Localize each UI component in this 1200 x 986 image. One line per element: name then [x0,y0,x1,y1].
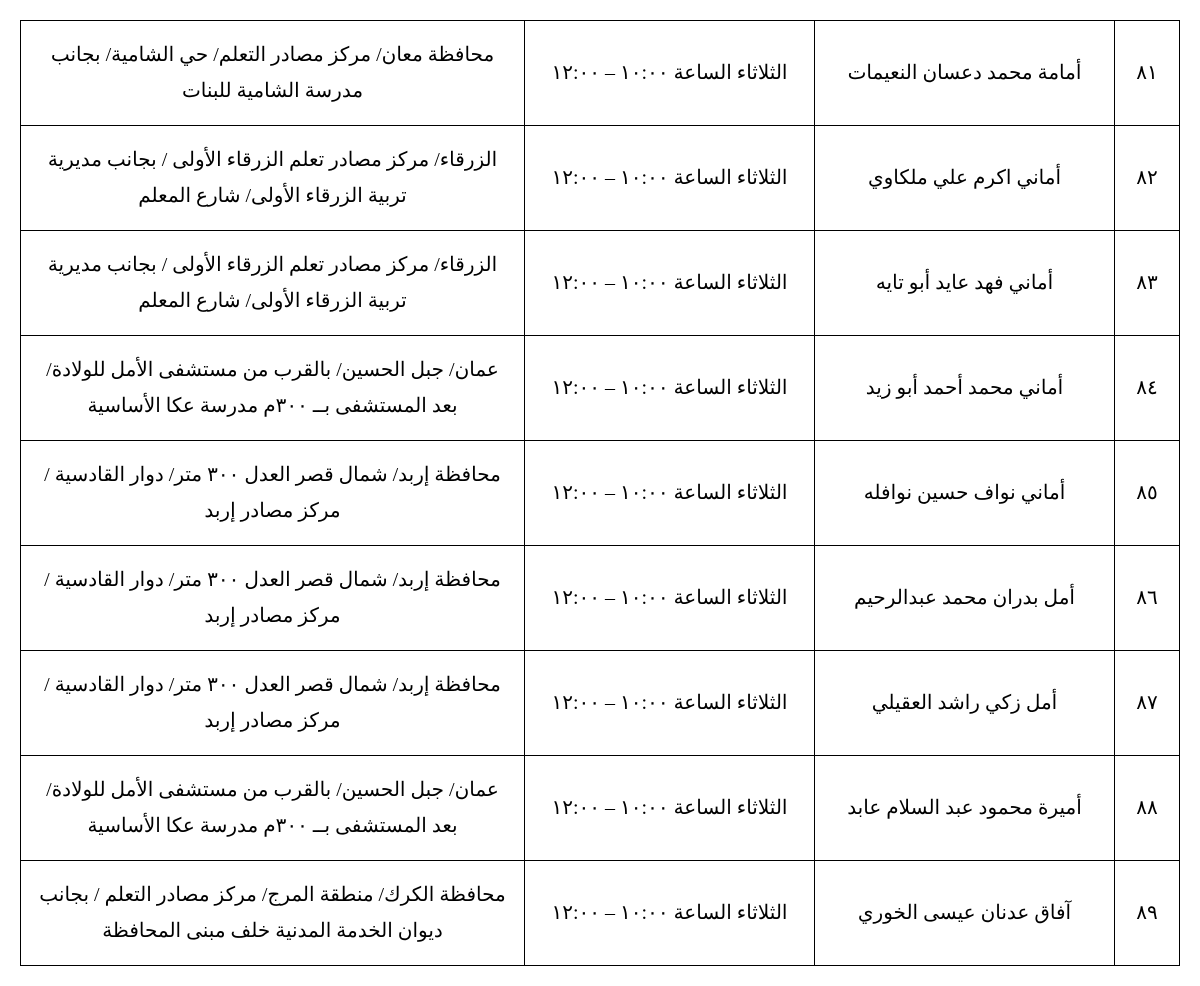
cell-time: الثلاثاء الساعة ١٠:٠٠ – ١٢:٠٠ [525,126,815,231]
cell-time: الثلاثاء الساعة ١٠:٠٠ – ١٢:٠٠ [525,441,815,546]
cell-name: أماني فهد عايد أبو تايه [815,231,1115,336]
cell-location: محافظة إربد/ شمال قصر العدل ٣٠٠ متر/ دوا… [21,546,525,651]
table-row: ٨٩ آفاق عدنان عيسى الخوري الثلاثاء الساع… [21,861,1180,966]
cell-time: الثلاثاء الساعة ١٠:٠٠ – ١٢:٠٠ [525,756,815,861]
schedule-table-container: ٨١ أمامة محمد دعسان النعيمات الثلاثاء ال… [20,20,1180,966]
table-row: ٨١ أمامة محمد دعسان النعيمات الثلاثاء ال… [21,21,1180,126]
cell-index: ٨٨ [1115,756,1180,861]
cell-location: عمان/ جبل الحسين/ بالقرب من مستشفى الأمل… [21,756,525,861]
cell-name: أمل بدران محمد عبدالرحيم [815,546,1115,651]
table-row: ٨٥ أماني نواف حسين نوافله الثلاثاء الساع… [21,441,1180,546]
cell-time: الثلاثاء الساعة ١٠:٠٠ – ١٢:٠٠ [525,231,815,336]
schedule-table: ٨١ أمامة محمد دعسان النعيمات الثلاثاء ال… [20,20,1180,966]
cell-index: ٨١ [1115,21,1180,126]
table-row: ٨٧ أمل زكي راشد العقيلي الثلاثاء الساعة … [21,651,1180,756]
cell-time: الثلاثاء الساعة ١٠:٠٠ – ١٢:٠٠ [525,546,815,651]
table-row: ٨٨ أميرة محمود عبد السلام عابد الثلاثاء … [21,756,1180,861]
cell-index: ٨٣ [1115,231,1180,336]
cell-index: ٨٦ [1115,546,1180,651]
cell-location: الزرقاء/ مركز مصادر تعلم الزرقاء الأولى … [21,231,525,336]
table-row: ٨٦ أمل بدران محمد عبدالرحيم الثلاثاء الس… [21,546,1180,651]
cell-time: الثلاثاء الساعة ١٠:٠٠ – ١٢:٠٠ [525,861,815,966]
cell-name: أماني محمد أحمد أبو زيد [815,336,1115,441]
cell-time: الثلاثاء الساعة ١٠:٠٠ – ١٢:٠٠ [525,21,815,126]
table-row: ٨٢ أماني اكرم علي ملكاوي الثلاثاء الساعة… [21,126,1180,231]
cell-name: أميرة محمود عبد السلام عابد [815,756,1115,861]
cell-index: ٨٩ [1115,861,1180,966]
cell-index: ٨٤ [1115,336,1180,441]
cell-name: أماني اكرم علي ملكاوي [815,126,1115,231]
cell-index: ٨٥ [1115,441,1180,546]
cell-location: محافظة إربد/ شمال قصر العدل ٣٠٠ متر/ دوا… [21,441,525,546]
cell-index: ٨٧ [1115,651,1180,756]
table-row: ٨٣ أماني فهد عايد أبو تايه الثلاثاء السا… [21,231,1180,336]
cell-location: عمان/ جبل الحسين/ بالقرب من مستشفى الأمل… [21,336,525,441]
table-row: ٨٤ أماني محمد أحمد أبو زيد الثلاثاء السا… [21,336,1180,441]
cell-index: ٨٢ [1115,126,1180,231]
cell-time: الثلاثاء الساعة ١٠:٠٠ – ١٢:٠٠ [525,651,815,756]
cell-name: أماني نواف حسين نوافله [815,441,1115,546]
cell-location: محافظة الكرك/ منطقة المرج/ مركز مصادر ال… [21,861,525,966]
cell-name: أمل زكي راشد العقيلي [815,651,1115,756]
cell-location: الزرقاء/ مركز مصادر تعلم الزرقاء الأولى … [21,126,525,231]
cell-time: الثلاثاء الساعة ١٠:٠٠ – ١٢:٠٠ [525,336,815,441]
table-body: ٨١ أمامة محمد دعسان النعيمات الثلاثاء ال… [21,21,1180,966]
cell-location: محافظة إربد/ شمال قصر العدل ٣٠٠ متر/ دوا… [21,651,525,756]
cell-name: آفاق عدنان عيسى الخوري [815,861,1115,966]
cell-location: محافظة معان/ مركز مصادر التعلم/ حي الشام… [21,21,525,126]
cell-name: أمامة محمد دعسان النعيمات [815,21,1115,126]
